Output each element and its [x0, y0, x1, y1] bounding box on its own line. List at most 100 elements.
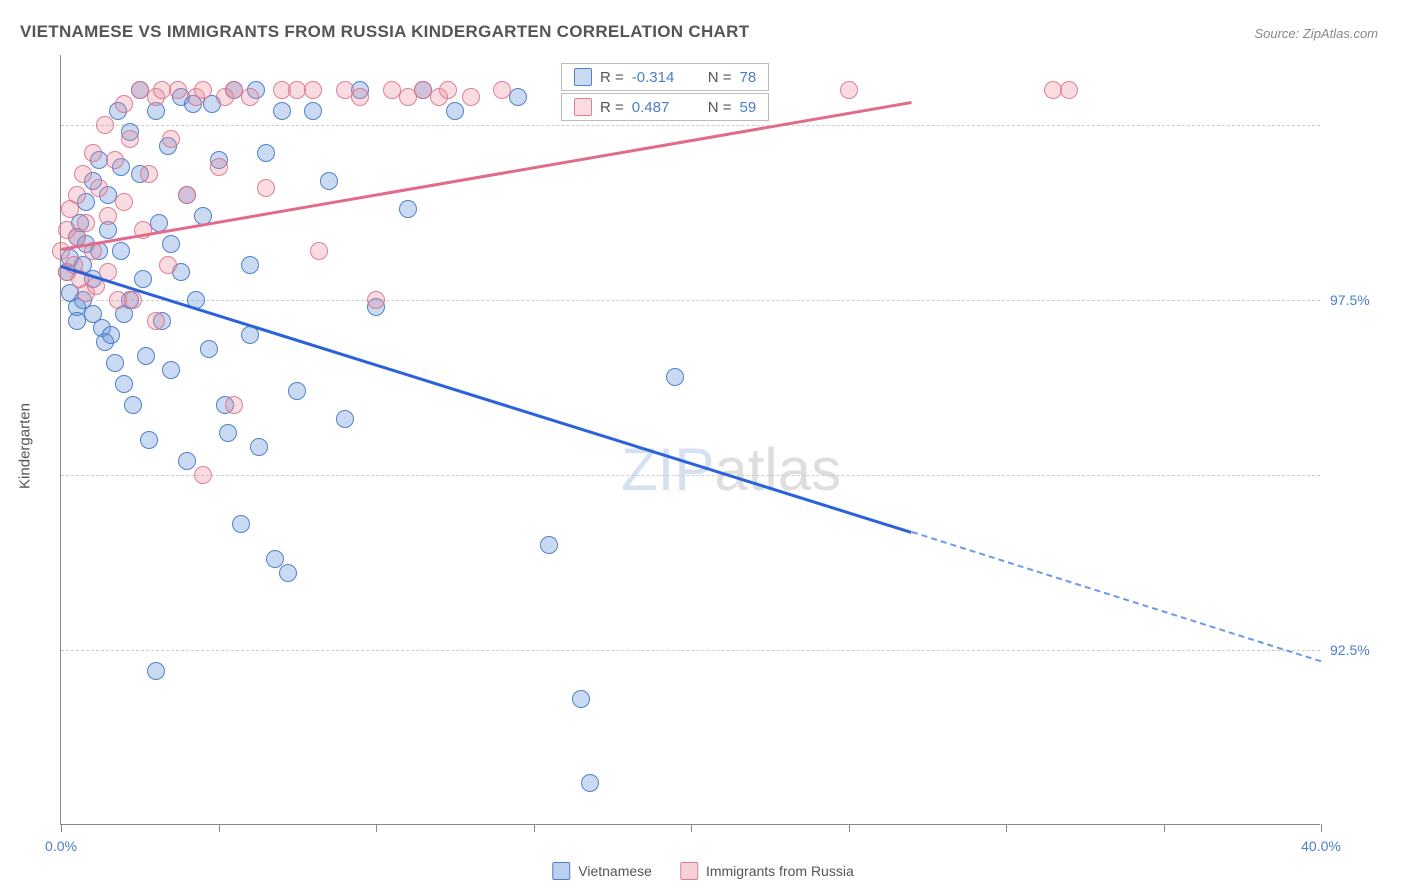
- data-point: [90, 179, 108, 197]
- data-point: [210, 158, 228, 176]
- data-point: [84, 144, 102, 162]
- data-point: [439, 81, 457, 99]
- trend-line: [61, 101, 912, 250]
- data-point: [840, 81, 858, 99]
- data-point: [115, 95, 133, 113]
- data-point: [509, 88, 527, 106]
- data-point: [241, 88, 259, 106]
- data-point: [581, 774, 599, 792]
- data-point: [225, 396, 243, 414]
- gridline: [61, 125, 1320, 126]
- data-point: [147, 312, 165, 330]
- data-point: [115, 375, 133, 393]
- x-tick-label: 40.0%: [1301, 838, 1341, 854]
- data-point: [112, 242, 130, 260]
- correlation-legend-row: R = 0.487 N = 59: [561, 93, 769, 121]
- correlation-legend-row: R = -0.314 N = 78: [561, 63, 769, 91]
- data-point: [162, 235, 180, 253]
- r-value: -0.314: [632, 69, 690, 86]
- x-tick: [61, 824, 62, 832]
- data-point: [115, 193, 133, 211]
- legend-item-russia: Immigrants from Russia: [680, 862, 854, 880]
- data-point: [124, 396, 142, 414]
- watermark: ZIPatlas: [621, 435, 841, 504]
- data-point: [140, 431, 158, 449]
- data-point: [241, 256, 259, 274]
- data-point: [169, 81, 187, 99]
- data-point: [178, 452, 196, 470]
- data-point: [162, 361, 180, 379]
- data-point: [446, 102, 464, 120]
- plot-area: ZIPatlas 92.5%97.5%0.0%40.0%R = -0.314N …: [60, 55, 1320, 825]
- data-point: [121, 130, 139, 148]
- legend-swatch: [574, 98, 592, 116]
- data-point: [1060, 81, 1078, 99]
- x-tick: [1006, 824, 1007, 832]
- data-point: [304, 81, 322, 99]
- n-label: N =: [708, 69, 732, 86]
- y-axis-label: Kindergarten: [17, 403, 34, 489]
- data-point: [493, 81, 511, 99]
- x-tick: [1164, 824, 1165, 832]
- data-point: [310, 242, 328, 260]
- data-point: [178, 186, 196, 204]
- data-point: [288, 382, 306, 400]
- data-point: [106, 151, 124, 169]
- correlation-chart: VIETNAMESE VS IMMIGRANTS FROM RUSSIA KIN…: [0, 0, 1406, 892]
- data-point: [134, 270, 152, 288]
- data-point: [219, 424, 237, 442]
- data-point: [462, 88, 480, 106]
- data-point: [304, 102, 322, 120]
- data-point: [399, 200, 417, 218]
- data-point: [140, 165, 158, 183]
- data-point: [162, 130, 180, 148]
- data-point: [68, 186, 86, 204]
- data-point: [232, 515, 250, 533]
- data-point: [99, 207, 117, 225]
- legend-swatch-blue: [552, 862, 570, 880]
- x-tick: [691, 824, 692, 832]
- data-point: [257, 144, 275, 162]
- data-point: [159, 256, 177, 274]
- r-label: R =: [600, 99, 624, 116]
- n-value: 59: [740, 99, 757, 116]
- data-point: [200, 340, 218, 358]
- n-label: N =: [708, 99, 732, 116]
- source-attribution: Source: ZipAtlas.com: [1254, 26, 1378, 41]
- data-point: [77, 214, 95, 232]
- data-point: [102, 326, 120, 344]
- data-point: [273, 102, 291, 120]
- r-value: 0.487: [632, 99, 690, 116]
- data-point: [279, 564, 297, 582]
- watermark-atlas: atlas: [714, 436, 841, 503]
- legend-swatch: [574, 68, 592, 86]
- data-point: [250, 438, 268, 456]
- legend-swatch-pink: [680, 862, 698, 880]
- data-point: [257, 179, 275, 197]
- data-point: [666, 368, 684, 386]
- r-label: R =: [600, 69, 624, 86]
- x-tick: [849, 824, 850, 832]
- legend-label: Vietnamese: [578, 863, 652, 879]
- x-tick: [376, 824, 377, 832]
- x-tick: [1321, 824, 1322, 832]
- trend-line: [911, 531, 1321, 662]
- legend-item-vietnamese: Vietnamese: [552, 862, 652, 880]
- data-point: [367, 291, 385, 309]
- data-point: [194, 81, 212, 99]
- trend-line: [61, 265, 912, 533]
- bottom-legend: Vietnamese Immigrants from Russia: [552, 862, 854, 880]
- data-point: [540, 536, 558, 554]
- x-tick: [219, 824, 220, 832]
- x-tick-label: 0.0%: [45, 838, 77, 854]
- data-point: [351, 88, 369, 106]
- y-tick-label: 97.5%: [1330, 292, 1390, 308]
- data-point: [137, 347, 155, 365]
- data-point: [74, 165, 92, 183]
- gridline: [61, 650, 1320, 651]
- data-point: [106, 354, 124, 372]
- n-value: 78: [740, 69, 757, 86]
- data-point: [572, 690, 590, 708]
- data-point: [320, 172, 338, 190]
- data-point: [147, 662, 165, 680]
